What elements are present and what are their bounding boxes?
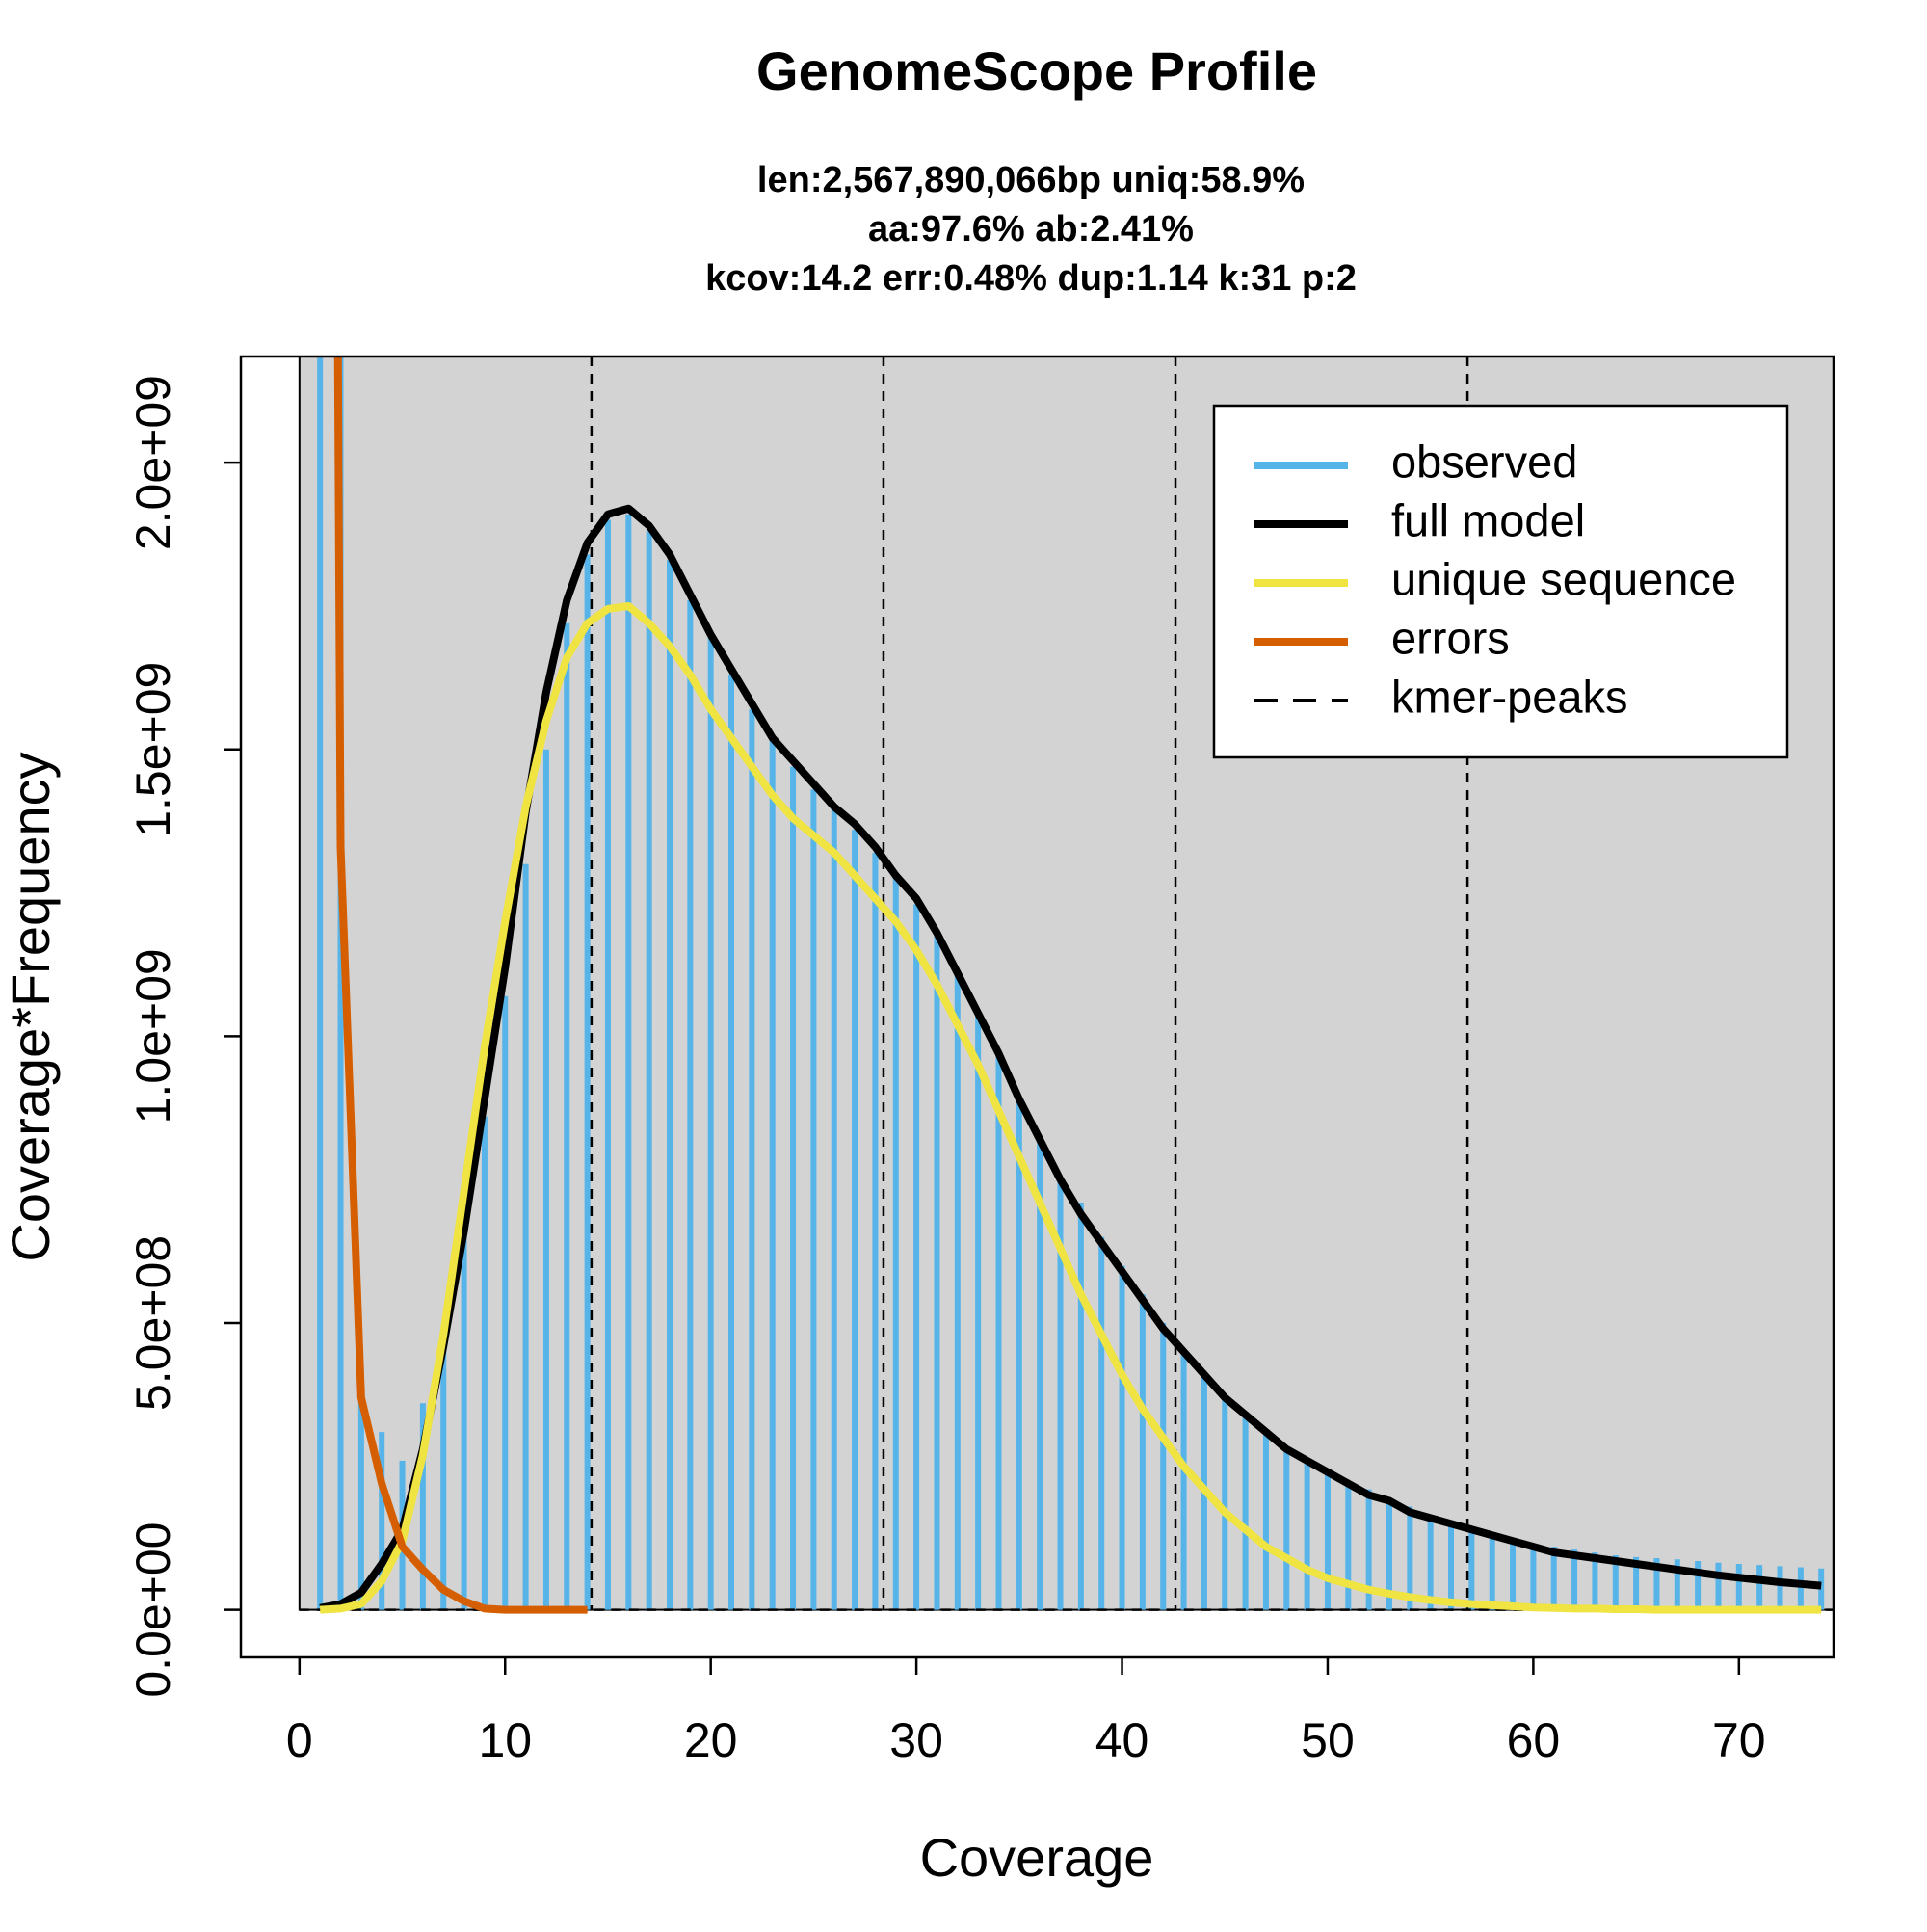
chart-title: GenomeScope Profile	[756, 40, 1317, 101]
chart-subtitle: aa:97.6% ab:2.41%	[868, 209, 1194, 250]
y-axis-title: Coverage*Frequency	[0, 752, 61, 1261]
x-tick-label: 10	[478, 1713, 532, 1767]
legend: observed full model unique sequence errors k…	[1212, 404, 1789, 759]
legend-label: kmer-peaks	[1391, 671, 1628, 722]
series-line	[319, 504, 1822, 1612]
x-tick-label: 0	[286, 1713, 313, 1767]
axes: 0 10 20 30 40 50 60 70 0.0e+00 5.0e+08 1.0e+09 1.5e…	[126, 375, 1765, 1767]
y-tick-label: 1.5e+09	[126, 662, 180, 837]
plot-frame	[239, 355, 1835, 1659]
x-tick-label: 60	[1507, 1713, 1561, 1767]
legend-label: full model	[1391, 494, 1585, 545]
series-line	[319, 601, 1822, 1614]
y-tick-label: 1.0e+09	[126, 948, 180, 1124]
x-tick-label: 50	[1301, 1713, 1355, 1767]
x-tick-label: 30	[889, 1713, 943, 1767]
legend-label: observed	[1391, 436, 1577, 487]
legend-label: errors	[1391, 612, 1510, 663]
x-tick-label: 40	[1095, 1713, 1149, 1767]
x-axis-title: Coverage	[920, 1827, 1154, 1888]
x-tick-label: 20	[684, 1713, 738, 1767]
y-tick-label: 5.0e+08	[126, 1235, 180, 1411]
x-tick-label: 70	[1712, 1713, 1766, 1767]
y-tick-label: 0.0e+00	[126, 1522, 180, 1698]
y-tick-label: 2.0e+09	[126, 375, 180, 550]
chart-subtitle: kcov:14.2 err:0.48% dup:1.14 k:31 p:2	[705, 258, 1357, 299]
chart-subtitle: len:2,567,890,066bp uniq:58.9%	[757, 160, 1305, 200]
series-line	[333, 357, 588, 1614]
legend-label: unique sequence	[1391, 553, 1736, 604]
